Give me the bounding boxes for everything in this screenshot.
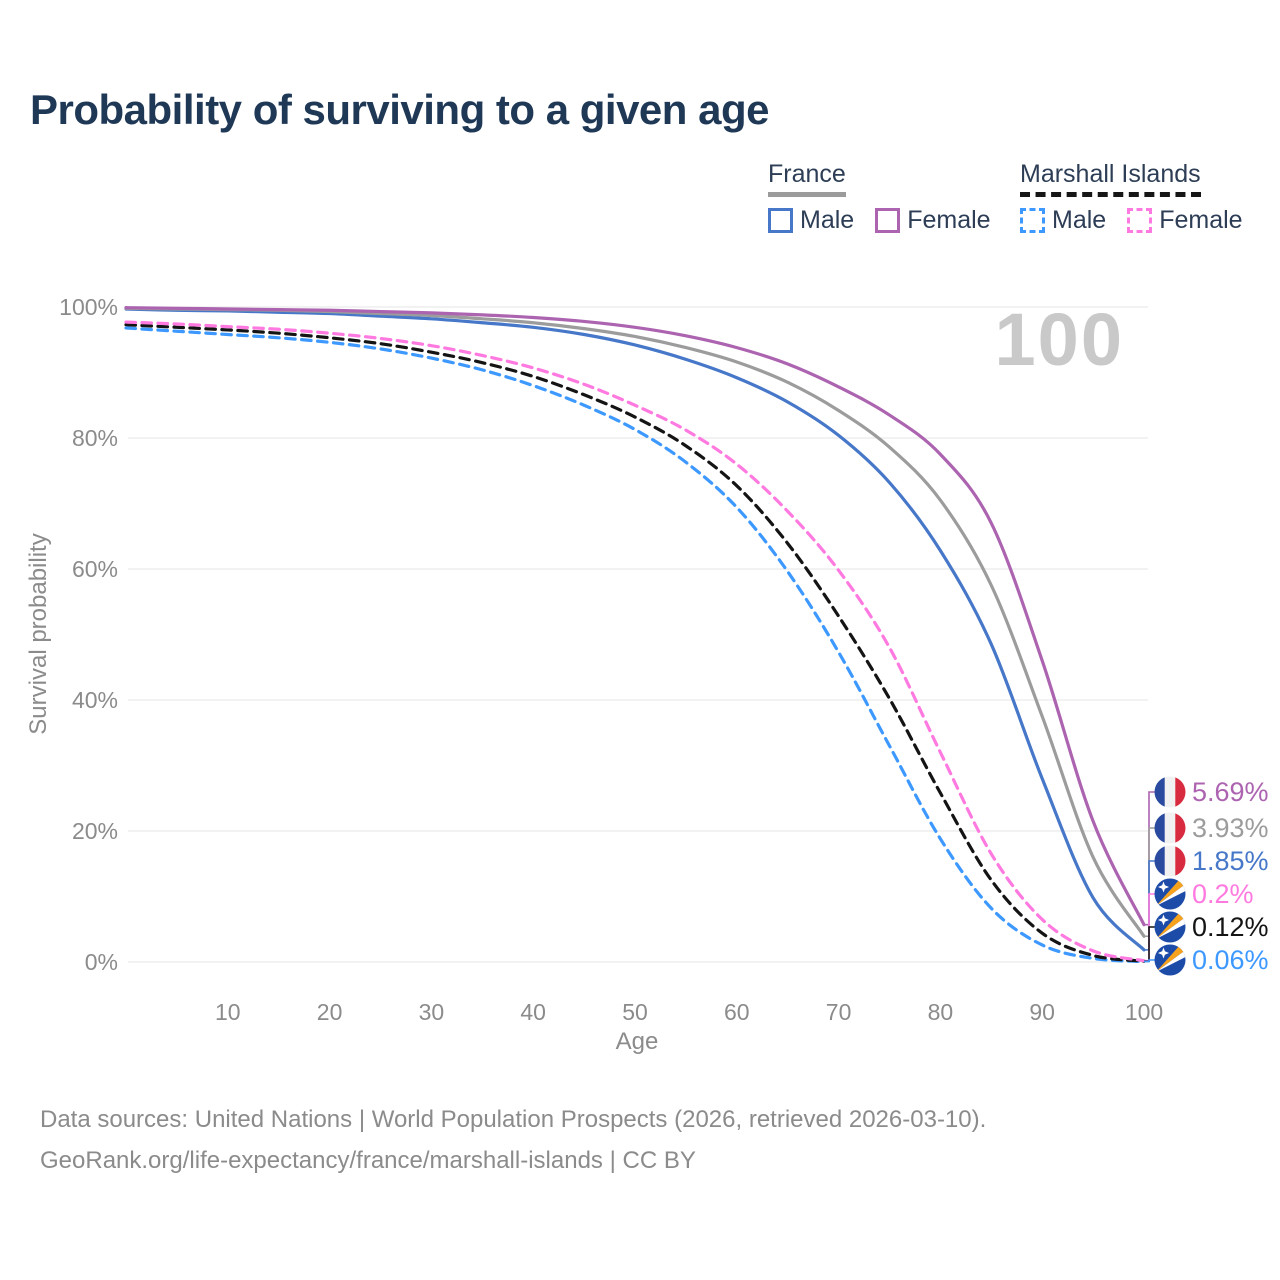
legend-item-marshall-islands-male[interactable]: Male [1020, 206, 1106, 235]
x-tick-label: 10 [215, 999, 241, 1025]
x-tick-label: 60 [724, 999, 750, 1025]
curve-france-female [124, 306, 1146, 927]
curve-france-male [124, 307, 1146, 952]
curve-france-total [124, 306, 1146, 938]
gridlines: 0% 20% 40% 60% 80% 100% [59, 294, 1148, 975]
x-tick-label: 100 [1125, 999, 1163, 1025]
x-tick-label: 20 [317, 999, 343, 1025]
end-label-france-total: 3.93% [1192, 813, 1269, 843]
end-label-connector [1144, 959, 1155, 963]
marshall-islands-flag-icon [1154, 944, 1186, 976]
curves [124, 306, 1146, 964]
y-tick-label: 40% [72, 687, 118, 713]
legend-group-marshall-islands: Marshall Islands Male Female [1020, 160, 1243, 235]
y-tick-label: 20% [72, 818, 118, 844]
france-flag-icon [1154, 845, 1186, 877]
x-axis-ticks: 10 20 30 40 50 60 70 80 90 100 [215, 999, 1163, 1025]
watermark-100: 100 [995, 298, 1124, 381]
marshall-islands-female-swatch-icon [1127, 208, 1153, 233]
end-label-france-male: 1.85% [1192, 846, 1269, 876]
marshall-islands-male-swatch-icon [1020, 208, 1045, 233]
curve-marshall-islands-female [124, 320, 1146, 963]
x-axis-title: Age [616, 1028, 659, 1055]
france-female-swatch-icon [875, 208, 901, 233]
y-tick-label: 0% [85, 949, 118, 975]
end-label-marshall-islands-total: 0.12% [1192, 912, 1269, 942]
end-label-france-female: 5.69% [1192, 777, 1269, 807]
y-tick-label: 80% [72, 425, 118, 451]
legend-item-france-male[interactable]: Male [768, 206, 854, 235]
legend: France Male Female Marshall Islands Male [0, 160, 1280, 250]
legend-item-label: Female [907, 206, 991, 234]
y-axis-title: Survival probability [25, 533, 52, 734]
x-tick-label: 80 [928, 999, 954, 1025]
x-tick-label: 90 [1029, 999, 1055, 1025]
footer: Data sources: United Nations | World Pop… [40, 1099, 986, 1181]
y-tick-label: 100% [59, 294, 118, 320]
footer-sources: Data sources: United Nations | World Pop… [40, 1106, 987, 1133]
x-tick-label: 70 [826, 999, 852, 1025]
france-flag-icon [1154, 812, 1186, 844]
end-label-marshall-islands-male: 0.06% [1192, 945, 1269, 975]
x-tick-label: 30 [419, 999, 445, 1025]
end-label-marshall-islands-female: 0.2% [1192, 879, 1254, 909]
france-flag-icon [1154, 776, 1186, 808]
legend-group-france-title: France [768, 160, 846, 197]
legend-item-label: Female [1159, 206, 1243, 234]
legend-item-france-female[interactable]: Female [875, 206, 991, 235]
curve-marshall-islands-male [124, 326, 1146, 964]
end-labels: 5.69% 3.93%1.85%0.2%0.12%0.06% [1144, 776, 1269, 976]
legend-item-label: Male [800, 206, 855, 234]
legend-item-label: Male [1052, 206, 1107, 234]
marshall-islands-flag-icon [1154, 911, 1186, 943]
x-tick-label: 40 [520, 999, 546, 1025]
marshall-islands-flag-icon [1154, 878, 1186, 910]
curve-marshall-islands-total [124, 323, 1146, 963]
end-label-connector [1144, 926, 1155, 963]
x-tick-label: 50 [622, 999, 648, 1025]
page-title: Probability of surviving to a given age [30, 86, 769, 133]
footer-attribution: GeoRank.org/life-expectancy/france/marsh… [40, 1147, 696, 1174]
legend-group-france: France Male Female [768, 160, 991, 235]
france-male-swatch-icon [768, 208, 793, 233]
y-tick-label: 60% [72, 556, 118, 582]
legend-group-marshall-islands-title: Marshall Islands [1020, 160, 1201, 197]
legend-item-marshall-islands-female[interactable]: Female [1127, 206, 1243, 235]
